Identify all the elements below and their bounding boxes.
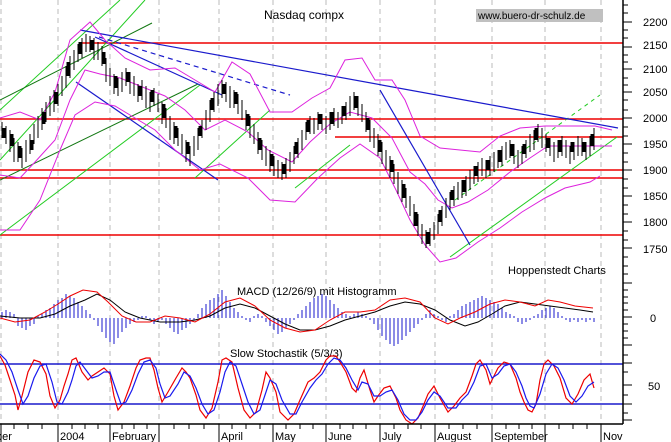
x-axis: ber 2004 February April May June July Au…: [0, 423, 623, 442]
macd-title: MACD (12/26/9) mit Histogramm: [237, 286, 397, 298]
xtick-february: February: [112, 431, 157, 442]
macd-line: [0, 289, 594, 333]
ytick-2000: 2000: [643, 113, 667, 125]
macd-signal-line: [0, 293, 594, 331]
xtick-june: June: [328, 431, 352, 442]
stoch-ytick-50: 50: [648, 381, 660, 393]
ytick-2200: 2200: [643, 17, 667, 29]
xtick-nov: Nov: [603, 431, 623, 442]
stoch-axis: 50: [622, 354, 660, 424]
macd-ytick-0: 0: [650, 313, 656, 325]
xtick-july: July: [382, 431, 402, 442]
bollinger-bands: [0, 21, 613, 263]
xtick-2004: 2004: [60, 431, 84, 442]
ytick-1750: 1750: [643, 244, 667, 256]
blue-trendlines: [75, 29, 619, 246]
chart-title: Nasdaq compx: [264, 8, 344, 22]
stoch-d-line: [0, 353, 595, 421]
xtick-september: September: [494, 431, 548, 442]
xtick-april: April: [221, 431, 243, 442]
xtick-may: May: [275, 431, 296, 442]
ytick-2150: 2150: [643, 40, 667, 52]
macd-histogram: [1, 290, 595, 346]
watermark: www.buero-dr-schulz.de: [477, 11, 586, 22]
credit-label: Hoppenstedt Charts: [508, 265, 606, 277]
macd-axis: 0: [622, 282, 656, 355]
xtick-august: August: [437, 431, 471, 442]
red-horizontal-lines: [0, 42, 623, 236]
vertical-grid: [0, 0, 602, 424]
ytick-1800: 1800: [643, 217, 667, 229]
ytick-1900: 1900: [643, 165, 667, 177]
ytick-2050: 2050: [643, 87, 667, 99]
green-trendlines: [0, 0, 618, 258]
ytick-1950: 1950: [643, 139, 667, 151]
watermark-bg: [476, 9, 603, 22]
price-axis: 2200 2150 2100 2050 2000 1950 1900 1850 …: [622, 0, 667, 290]
stoch-title: Slow Stochastik (5/3/3): [230, 348, 343, 360]
stoch-bands: [0, 363, 623, 405]
price-candles: [1, 34, 595, 248]
ytick-1850: 1850: [643, 191, 667, 203]
xtick-ber: ber: [0, 431, 12, 442]
ytick-2100: 2100: [643, 64, 667, 76]
